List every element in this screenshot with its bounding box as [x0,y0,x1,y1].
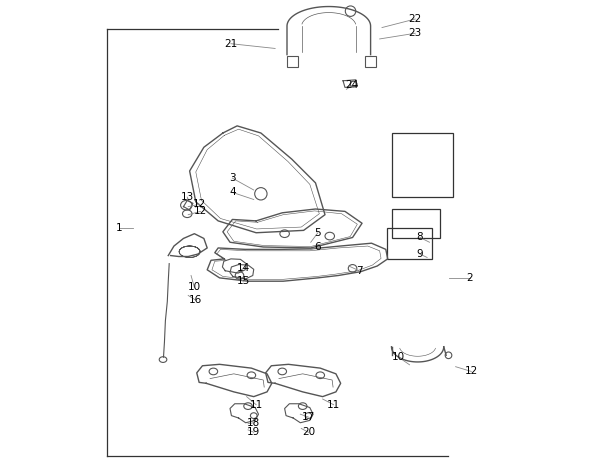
Text: 24: 24 [345,80,359,91]
Text: 10: 10 [188,282,201,293]
Text: 12: 12 [193,199,206,209]
Text: 22: 22 [409,14,422,24]
Text: 11: 11 [250,399,263,410]
Text: 20: 20 [302,427,315,437]
Bar [392,133,453,197]
Bar [387,228,432,259]
Text: 18: 18 [247,418,260,428]
Text: 15: 15 [237,276,250,286]
Text: 2: 2 [466,273,473,283]
Text: 13: 13 [181,192,194,202]
Text: 17: 17 [302,412,315,422]
Text: 6: 6 [315,242,321,252]
Text: 23: 23 [409,28,422,38]
Text: 19: 19 [247,427,260,437]
Text: 8: 8 [417,232,424,243]
Text: 9: 9 [417,249,424,259]
Text: 14: 14 [237,263,250,274]
Text: 4: 4 [229,187,236,198]
Text: 10: 10 [392,352,405,362]
Text: 21: 21 [225,38,237,49]
Text: 16: 16 [189,295,203,305]
Text: 12: 12 [194,206,207,217]
Text: 3: 3 [229,173,236,183]
Text: 1: 1 [116,223,122,233]
Text: 11: 11 [327,399,340,410]
Text: 7: 7 [356,266,362,276]
Text: 5: 5 [315,228,321,238]
Bar [365,56,376,67]
Text: 12: 12 [465,366,478,377]
Bar [287,56,299,67]
Bar [392,209,440,238]
